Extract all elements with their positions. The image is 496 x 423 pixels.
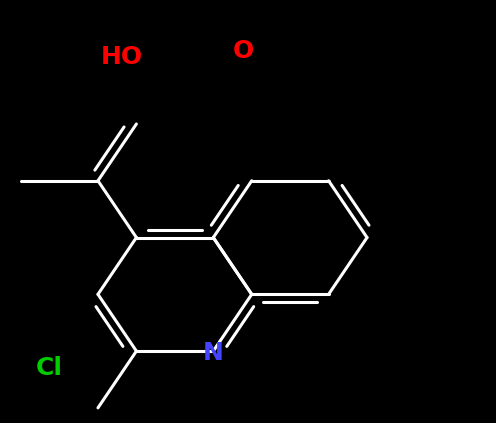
Text: N: N [203,341,224,365]
Text: O: O [233,39,253,63]
Text: Cl: Cl [36,356,63,380]
Text: HO: HO [101,45,142,69]
